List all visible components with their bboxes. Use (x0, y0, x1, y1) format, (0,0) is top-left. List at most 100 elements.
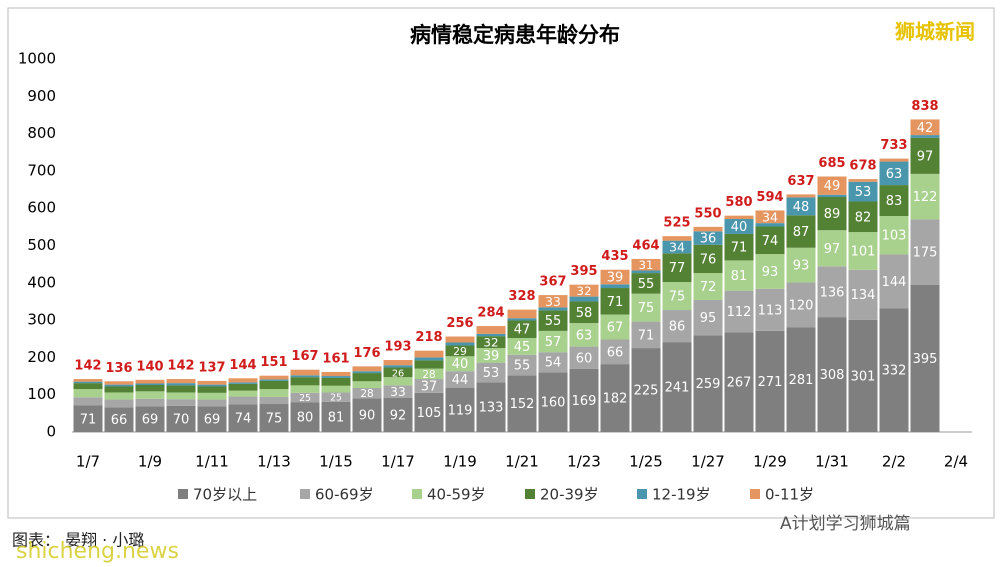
bar-segment (538, 310, 568, 331)
data-label: 175 (913, 246, 938, 261)
bar-segment (817, 197, 847, 231)
data-label: 74 (235, 412, 252, 427)
legend-label: 0-11岁 (765, 486, 814, 504)
bar-segment (228, 390, 258, 397)
bar-segment (848, 319, 878, 432)
bar-segment (135, 379, 165, 384)
data-label: 69 (142, 413, 159, 428)
bar-segment (73, 383, 103, 390)
bar-segment (352, 381, 382, 388)
x-tick-label: 1/23 (567, 453, 601, 471)
bar-segment (73, 397, 103, 406)
legend-swatch (750, 489, 760, 499)
bar-segment (166, 383, 196, 386)
bar-segment (848, 181, 878, 202)
bar-segment (631, 258, 661, 271)
data-label: 81 (731, 269, 748, 284)
legend-swatch (637, 489, 647, 499)
bar-segment (104, 407, 134, 432)
data-label: 332 (882, 364, 907, 379)
bar-segment (817, 317, 847, 432)
bar-segment (352, 371, 382, 374)
bar-segment (786, 327, 816, 432)
data-label: 55 (638, 277, 655, 292)
bar-segment (538, 307, 568, 311)
bar-segment (321, 371, 351, 377)
bar-segment (321, 377, 351, 386)
x-tick-label: 1/25 (629, 453, 663, 471)
y-tick-label: 400 (27, 273, 56, 291)
bar-segment (445, 356, 475, 372)
source-label: A计划学习狮城篇 (780, 514, 911, 534)
legend-label: 70岁以上 (193, 486, 257, 504)
bar-segment (600, 284, 630, 289)
legend-label: 60-69岁 (315, 486, 374, 504)
bar-segment (507, 338, 537, 355)
data-label: 33 (390, 385, 406, 399)
bar-segment (848, 232, 878, 270)
bar-segment (197, 399, 227, 407)
data-label: 40 (731, 220, 748, 235)
bar-segment (910, 119, 940, 136)
y-tick-label: 100 (27, 385, 56, 403)
bar-segment (786, 197, 816, 216)
bar-segment (228, 383, 258, 391)
bar-segment (879, 185, 909, 217)
credit: 图表： 晏翔 · 小璐 (12, 531, 144, 550)
data-label: 120 (789, 298, 814, 313)
bar-segment (569, 346, 599, 369)
data-label: 144 (882, 275, 907, 290)
bar-segment (135, 406, 165, 432)
data-label: 53 (855, 185, 872, 200)
bar-segment (228, 396, 258, 405)
x-tick-label: 1/17 (381, 453, 415, 471)
bar-segment (73, 381, 103, 384)
bar-segment (166, 379, 196, 384)
bar-segment (569, 296, 599, 302)
total-label: 525 (663, 216, 690, 231)
bar-segment (910, 284, 940, 432)
bar-segment (228, 382, 258, 384)
total-label: 550 (694, 206, 721, 221)
bar-segment (569, 284, 599, 297)
bar-segment (910, 137, 940, 174)
bar-segment (383, 397, 413, 432)
total-label: 256 (446, 316, 473, 331)
data-label: 92 (390, 408, 407, 423)
bar-segment (290, 377, 320, 386)
bar-segment (662, 342, 692, 432)
data-label: 44 (452, 373, 469, 388)
bar-segment (724, 233, 754, 261)
bar-segment (166, 405, 196, 432)
bar-segment (507, 318, 537, 321)
bar-segment (197, 384, 227, 387)
bar-segment (197, 392, 227, 400)
data-label: 45 (514, 340, 531, 355)
bar-segment (693, 299, 723, 336)
data-label: 160 (541, 396, 566, 411)
bar-segment (755, 210, 785, 224)
data-label: 81 (328, 410, 345, 425)
data-label: 32 (576, 284, 591, 298)
bar-segment (538, 295, 568, 308)
data-label: 42 (917, 121, 934, 136)
data-label: 75 (638, 301, 655, 316)
data-label: 67 (607, 321, 624, 336)
y-tick-label: 1000 (18, 50, 56, 68)
data-label: 63 (886, 167, 903, 182)
bar-segment (631, 348, 661, 432)
bar-segment (755, 254, 785, 289)
bar-segment (817, 194, 847, 198)
data-label: 89 (824, 207, 841, 222)
bar-segment (848, 269, 878, 320)
legend-swatch (412, 489, 422, 499)
bar-segment (755, 223, 785, 227)
bar-segment (538, 330, 568, 353)
bar-segment (383, 367, 413, 378)
legend-swatch (178, 489, 188, 499)
total-label: 367 (539, 275, 566, 290)
total-label: 328 (508, 289, 535, 304)
data-label: 105 (417, 406, 442, 421)
total-label: 733 (880, 138, 907, 153)
bar-segment (290, 402, 320, 432)
